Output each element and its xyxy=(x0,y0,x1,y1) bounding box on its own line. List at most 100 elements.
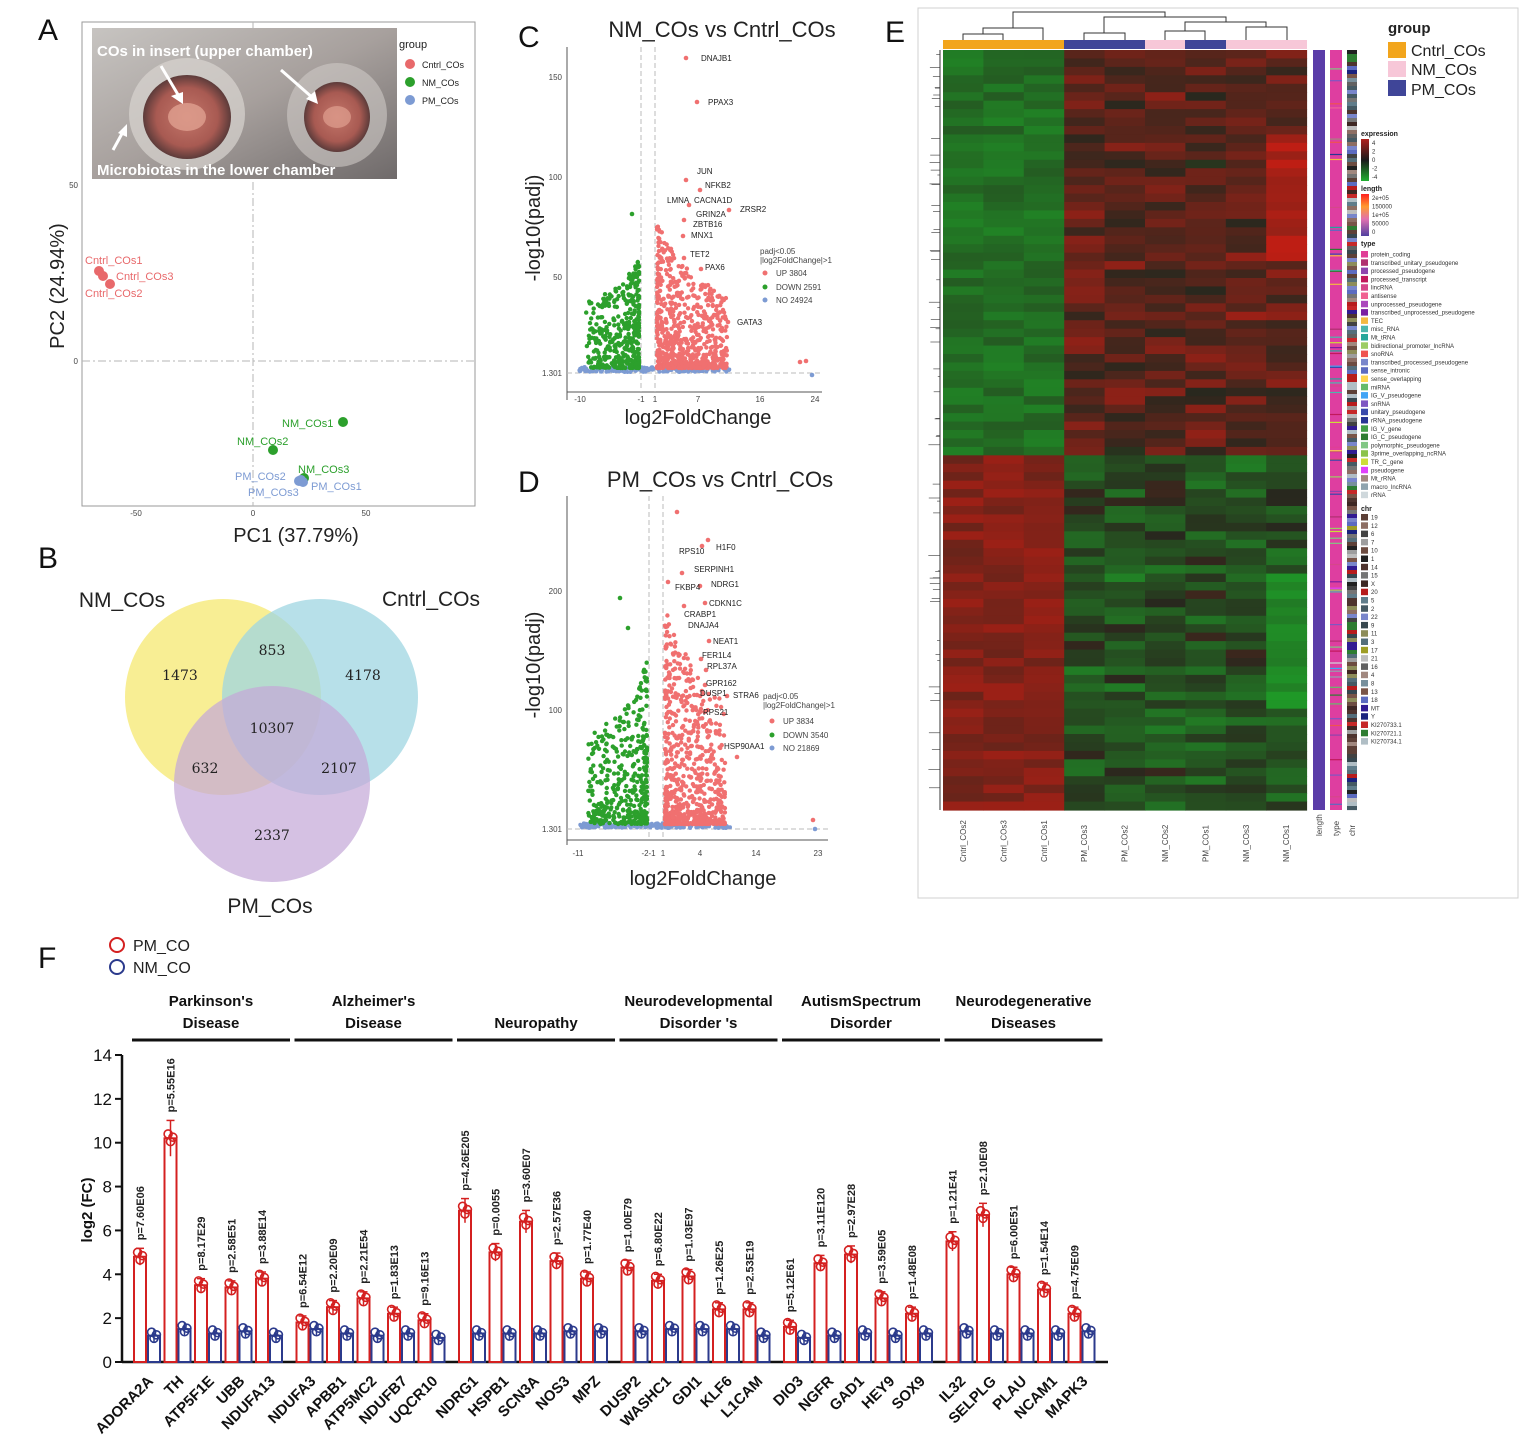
chr-legend-item: 7 xyxy=(1371,540,1375,546)
heatmap-cell xyxy=(1104,58,1146,68)
volcano-point-up xyxy=(664,739,669,744)
volcano-point-no xyxy=(657,369,662,374)
heatmap-cell xyxy=(1023,151,1065,161)
volcano-point-down xyxy=(615,785,621,791)
volcano-point-up xyxy=(714,796,719,801)
volcano-point-down xyxy=(588,784,593,789)
heatmap-cell xyxy=(1266,582,1308,592)
volcano-c-xlabel: log2FoldChange xyxy=(625,407,772,429)
heatmap-cell xyxy=(1023,370,1065,380)
gene-label: RPS10 xyxy=(679,547,705,556)
volcano-point-labeled xyxy=(683,177,689,183)
volcano-point-up xyxy=(694,719,700,725)
volcano-point-up xyxy=(681,351,686,356)
heatmap-cell xyxy=(1145,446,1186,456)
heatmap-cell xyxy=(983,58,1025,68)
volcano-point-up xyxy=(673,713,679,718)
heatmap-cell xyxy=(1225,379,1267,389)
heatmap-cell xyxy=(1064,151,1106,161)
chr-stripe xyxy=(1347,458,1357,463)
volcano-point-down xyxy=(630,344,635,350)
heatmap-cell xyxy=(1266,50,1308,60)
heatmap-cell xyxy=(1104,185,1146,195)
heatmap-cell xyxy=(1023,793,1065,803)
heatmap-cell xyxy=(983,244,1025,254)
pvalue-label: p=3.59E05 xyxy=(877,1230,889,1284)
volcano-point-up xyxy=(709,802,715,807)
heatmap-cell xyxy=(983,506,1025,516)
volcano-point-labeled xyxy=(681,217,687,223)
legend-up-dot xyxy=(762,270,768,276)
volcano-point-up xyxy=(677,329,682,334)
venn-circle-pm xyxy=(174,686,370,882)
volcano-point-up xyxy=(663,690,668,695)
volcano-point-down xyxy=(591,763,596,768)
volcano-point-up xyxy=(671,276,676,281)
pca-xtick: 0 xyxy=(251,509,256,518)
volcano-point-up xyxy=(718,343,724,348)
heatmap-cell xyxy=(943,92,984,102)
heatmap-cell xyxy=(1023,742,1065,752)
heatmap-cell xyxy=(1266,413,1308,423)
category-label: ADORA2A xyxy=(92,1373,157,1438)
heatmap-cell xyxy=(1023,320,1065,330)
heatmap-cell xyxy=(1266,750,1308,760)
chr-stripe xyxy=(1347,754,1357,759)
volcano-point-down xyxy=(626,720,631,725)
pca-point-cntrl-2 xyxy=(105,279,115,289)
row-dendrogram xyxy=(928,50,941,810)
heatmap-cell xyxy=(1225,345,1267,355)
volcano-point-down xyxy=(607,355,612,360)
chr-stripe xyxy=(1347,462,1357,467)
volcano-point-down xyxy=(605,732,610,738)
volcano-d-ytick: 1.301 xyxy=(542,825,563,834)
volcano-point-no xyxy=(686,369,691,374)
volcano-point-up xyxy=(673,284,679,289)
heatmap-cell xyxy=(1064,598,1106,608)
volcano-point-up xyxy=(674,750,680,755)
volcano-d-xtick: 1 xyxy=(661,849,666,858)
type-stripe xyxy=(1330,103,1342,105)
heatmap-cell xyxy=(983,337,1025,347)
volcano-point-down xyxy=(633,750,639,755)
volcano-point-up xyxy=(663,789,668,794)
heatmap-cell xyxy=(1064,345,1106,355)
volcano-point-up xyxy=(704,326,709,331)
heatmap-cell xyxy=(1145,413,1186,423)
volcano-point-down xyxy=(624,343,630,348)
group-bar-pm xyxy=(1064,40,1145,49)
chr-stripe xyxy=(1347,118,1357,123)
volcano-point-down xyxy=(632,784,637,789)
heatmap-cell xyxy=(1104,244,1146,254)
heatmap-cell xyxy=(1185,674,1227,684)
heatmap-cell xyxy=(1145,311,1186,321)
type-legend-item: unprocessed_pseudogene xyxy=(1371,302,1442,308)
volcano-point-up xyxy=(678,787,684,792)
chr-legend-item: 13 xyxy=(1371,690,1378,696)
chr-stripe xyxy=(1347,746,1357,751)
type-legend-item: pseudogene xyxy=(1371,468,1405,474)
type-stripe xyxy=(1330,206,1342,208)
volcano-point-up xyxy=(695,302,700,307)
volcano-point-down xyxy=(584,343,590,349)
heatmap-cell xyxy=(1225,472,1267,482)
volcano-point-down xyxy=(620,350,625,356)
volcano-point-up xyxy=(676,777,681,782)
chr-stripe xyxy=(1347,662,1357,667)
heatmap-cell xyxy=(1145,151,1186,161)
volcano-point-up xyxy=(708,363,713,368)
chr-stripe xyxy=(1347,434,1357,439)
heatmap-cell xyxy=(1266,362,1308,372)
chr-stripe xyxy=(1347,286,1357,291)
volcano-point-no xyxy=(640,367,645,372)
heatmap-cell xyxy=(983,582,1025,592)
volcano-point-down xyxy=(634,793,639,798)
heatmap-cell xyxy=(943,607,984,617)
heatmap-cell xyxy=(983,109,1025,119)
bar-pm xyxy=(580,1277,594,1363)
volcano-point-up xyxy=(719,349,724,355)
heatmap-cell xyxy=(1023,598,1065,608)
heatmap-cell xyxy=(983,455,1025,465)
disease-group-label: Disease xyxy=(183,1015,240,1032)
volcano-point-up xyxy=(694,332,700,337)
